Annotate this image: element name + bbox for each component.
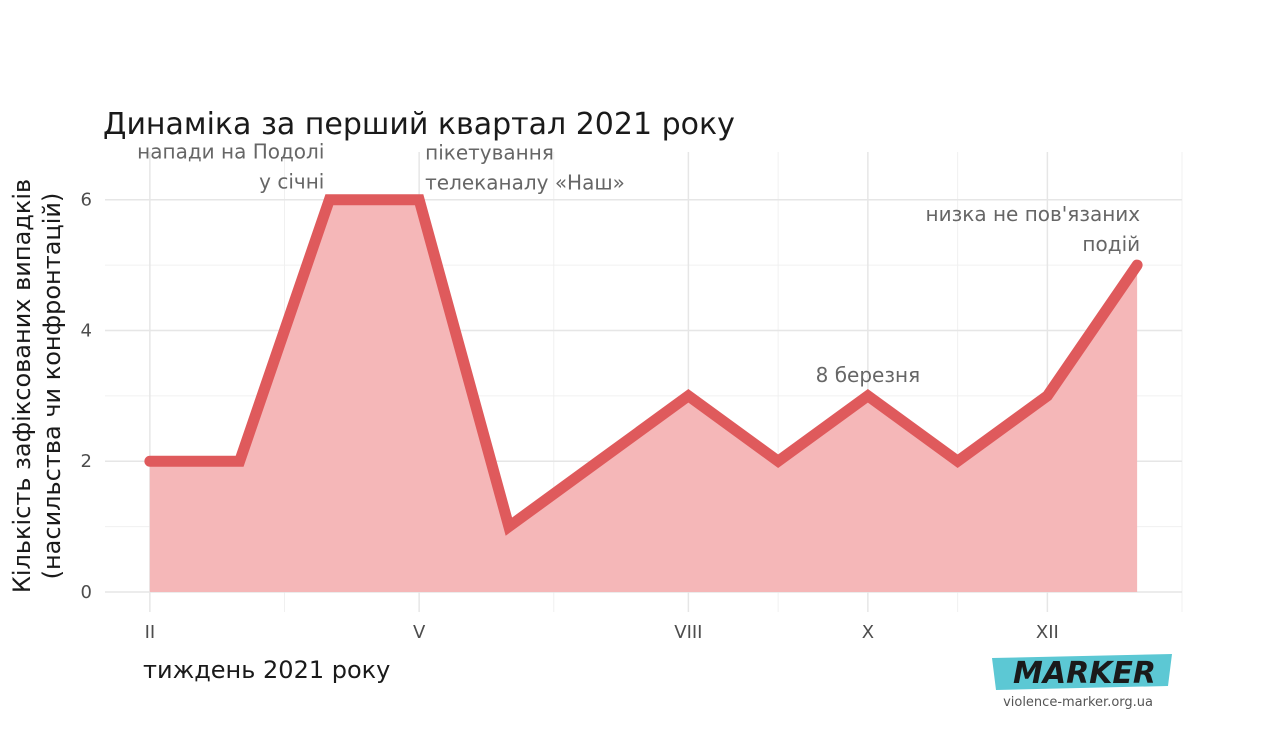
annotations: напади на Подолі у січні пікетування телека… — [137, 140, 1140, 387]
x-axis-title: тиждень 2021 року — [143, 656, 390, 684]
area-series — [149, 199, 1138, 592]
y-axis-title: Кількість зафіксованих випадків (насильс… — [8, 179, 66, 593]
chart-title: Динаміка за перший квартал 2021 року — [103, 107, 735, 142]
line-series — [144, 194, 1143, 536]
y-axis-title-line2: (насильства чи конфронтацій) — [38, 193, 66, 580]
y-tick-label: 0 — [81, 582, 92, 603]
annotation-line: напади на Подолі — [137, 140, 324, 164]
brand-swash-shape — [992, 654, 1172, 690]
annotation-label: 8 березня — [816, 363, 920, 387]
annotation-line: телеканалу «Наш» — [425, 171, 625, 195]
x-tick-label: VIII — [674, 622, 702, 643]
annotation-label: пікетування телеканалу «Наш» — [425, 141, 625, 195]
y-tick-label: 4 — [81, 320, 92, 341]
annotation-label: низка не пов'язаних подій — [926, 202, 1141, 256]
annotation-label: напади на Подолі у січні — [137, 140, 324, 194]
annotation-line: низка не пов'язаних — [926, 202, 1141, 226]
annotation-line: 8 березня — [816, 363, 920, 387]
series-area-fill — [149, 199, 1138, 592]
annotation-line: подій — [1082, 232, 1140, 256]
series-line — [144, 194, 1143, 536]
brand-logo: MARKER violence-marker.org.ua — [992, 654, 1172, 710]
y-tick-label: 2 — [81, 451, 92, 472]
brand-wordmark: MARKER — [1013, 656, 1156, 691]
x-tick-label: V — [413, 622, 426, 643]
annotation-line: пікетування — [425, 141, 554, 165]
brand-url: violence-marker.org.ua — [1003, 695, 1153, 710]
x-tick-label: II — [145, 622, 156, 643]
annotation-line: у січні — [259, 170, 324, 194]
x-tick-label: X — [862, 622, 874, 643]
tick-labels: 0 2 4 6 II V VIII X XII — [81, 190, 1059, 643]
x-tick-label: XII — [1036, 622, 1059, 643]
y-tick-label: 6 — [81, 190, 92, 211]
y-axis-title-line1: Кількість зафіксованих випадків — [8, 179, 36, 593]
